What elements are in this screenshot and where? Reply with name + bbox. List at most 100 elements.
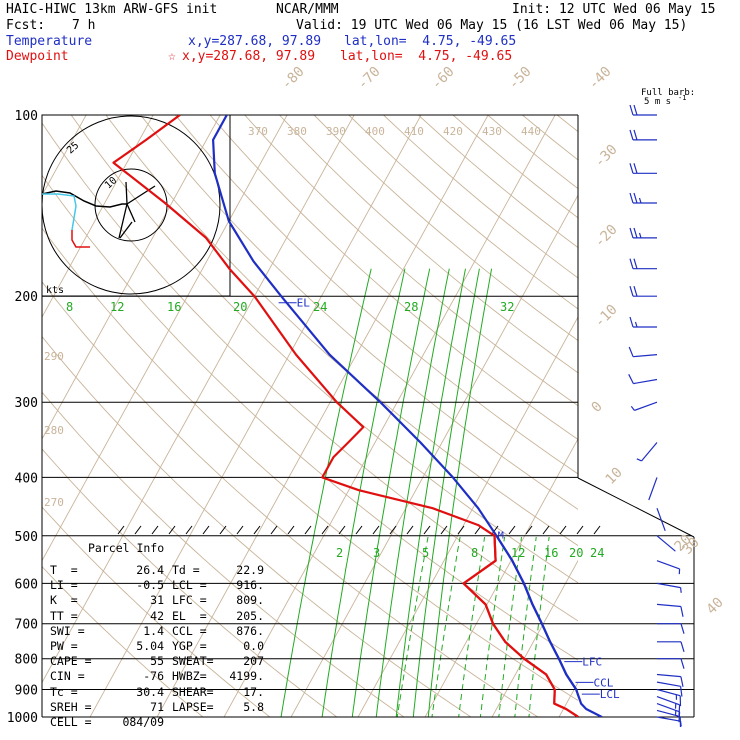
dry-adiabat	[522, 115, 578, 161]
hatch-mark	[423, 525, 431, 535]
dry-adiabat	[174, 115, 578, 475]
hatch-mark	[355, 525, 363, 535]
org-label: NCAR/MMM	[276, 2, 339, 17]
parcel-label: SWI =	[50, 623, 85, 638]
level-label-lfc: LFC	[582, 656, 602, 669]
mixing-ratio-label: 12	[110, 300, 124, 314]
dry-adiabat	[279, 115, 578, 374]
wind-barb	[656, 681, 683, 697]
mixing-ratio-label: 20	[233, 300, 247, 314]
parcel-value: 1.4	[143, 623, 164, 638]
dry-adiabat	[556, 115, 578, 133]
wind-barb	[656, 582, 682, 593]
dry-adiabat	[209, 115, 578, 440]
wind-barb	[657, 658, 685, 669]
wind-barb	[628, 374, 658, 385]
hodograph-trace-black	[41, 190, 127, 208]
mixing-ratio-label: 12	[511, 546, 525, 560]
mixing-ratio-label: 24	[590, 546, 604, 560]
parcel-label: TT =	[50, 608, 78, 623]
dry-adiabat	[42, 335, 472, 717]
hodograph-arm-2	[126, 203, 136, 223]
wind-barb	[657, 623, 685, 634]
wind-barb	[656, 603, 684, 617]
dry-adiabat	[42, 227, 578, 701]
pressure-tick-label: 300	[15, 396, 38, 411]
dry-adiabat	[417, 115, 578, 249]
hatch-mark	[508, 525, 516, 535]
wind-barb	[629, 316, 657, 328]
hodograph: 25 10 kts	[41, 114, 231, 297]
mixing-ratio-line	[412, 268, 480, 717]
hodograph-arm-1	[126, 185, 156, 205]
theta-label-left: 270	[44, 496, 64, 509]
temperature-legend: Temperature	[6, 34, 93, 49]
dry-adiabat	[42, 506, 271, 717]
moist-adiabat-line	[431, 537, 461, 717]
dry-adiabat	[452, 115, 578, 219]
wind-barb	[630, 401, 658, 411]
parcel-value: 26.4	[136, 563, 164, 577]
dry-adiabat	[42, 448, 338, 717]
parcel-label: PW =	[50, 639, 78, 653]
parcel-value: 205.	[236, 608, 264, 623]
wind-barb	[657, 641, 685, 652]
isotherm-line	[619, 102, 740, 730]
wind-barb	[656, 507, 666, 532]
hatch-mark	[576, 525, 584, 535]
moist-adiabat-line	[528, 537, 550, 717]
forecast-label: Fcst:	[6, 18, 46, 33]
model-title: HAIC-HIWC 13km ARW-GFS init	[6, 2, 218, 17]
hatch-mark	[287, 525, 295, 535]
parcel-label: CELL =	[50, 715, 92, 729]
mixing-ratio-line	[351, 268, 431, 717]
dry-adiabat	[42, 281, 539, 717]
hatch-mark	[219, 525, 227, 535]
dry-adiabat	[42, 391, 405, 717]
parcel-label: LAPSE=	[172, 699, 214, 714]
wind-barb	[628, 346, 658, 358]
parcel-value: -0.5	[136, 578, 164, 593]
hatch-mark	[440, 525, 448, 535]
mixing-ratio-label: 24	[313, 300, 327, 314]
mixing-ratio-line	[427, 268, 493, 717]
mixing-ratio-label: 20	[569, 546, 583, 560]
wind-barb	[656, 688, 682, 707]
temperature-xy: x,y=287.68, 97.89	[188, 34, 322, 49]
mixing-ratio-line	[375, 268, 450, 717]
hatch-mark	[134, 525, 142, 535]
hatch-mark	[457, 525, 465, 535]
parcel-value: 42	[150, 608, 164, 623]
mixing-ratio-line	[321, 268, 406, 717]
moist-adiabat-line	[396, 537, 429, 717]
mixing-ratio-line	[395, 268, 466, 717]
dry-adiabat	[627, 115, 740, 730]
hatch-mark	[202, 525, 210, 535]
dewpoint-xy: x,y=287.68, 97.89	[182, 49, 316, 64]
pressure-tick-label: 200	[15, 290, 38, 305]
parcel-label: YGP =	[172, 639, 207, 653]
theta-label: 410	[404, 125, 424, 138]
pressure-tick-label: 500	[15, 530, 38, 545]
barb-legend-line2: 5 m s	[644, 97, 671, 107]
mixing-ratio-label: 3	[373, 546, 380, 560]
pressure-tick-label: 900	[15, 684, 38, 699]
moist-adiabat-line	[514, 537, 537, 717]
hatch-mark	[151, 525, 159, 535]
isotherm-line	[42, 115, 355, 684]
pressure-tick-label: 400	[15, 471, 38, 486]
theta-label: 430	[482, 125, 502, 138]
forecast-hour: 7 h	[72, 18, 96, 33]
barb-legend-line1: Full barb:	[641, 88, 695, 98]
isotherm-line	[223, 115, 556, 717]
mixing-ratio-label: 5	[422, 546, 429, 560]
hodograph-ring-label-inner: 10	[103, 175, 119, 191]
temperature-profile-lower	[495, 537, 603, 717]
pressure-tick-label: 600	[15, 577, 38, 592]
parcel-label: T =	[50, 563, 78, 577]
hatch-mark	[372, 525, 380, 535]
isotherm-label: -40	[586, 64, 615, 93]
dry-adiabat	[661, 115, 740, 730]
hatch-mark	[338, 525, 346, 535]
parcel-label: SWEAT=	[172, 654, 214, 669]
